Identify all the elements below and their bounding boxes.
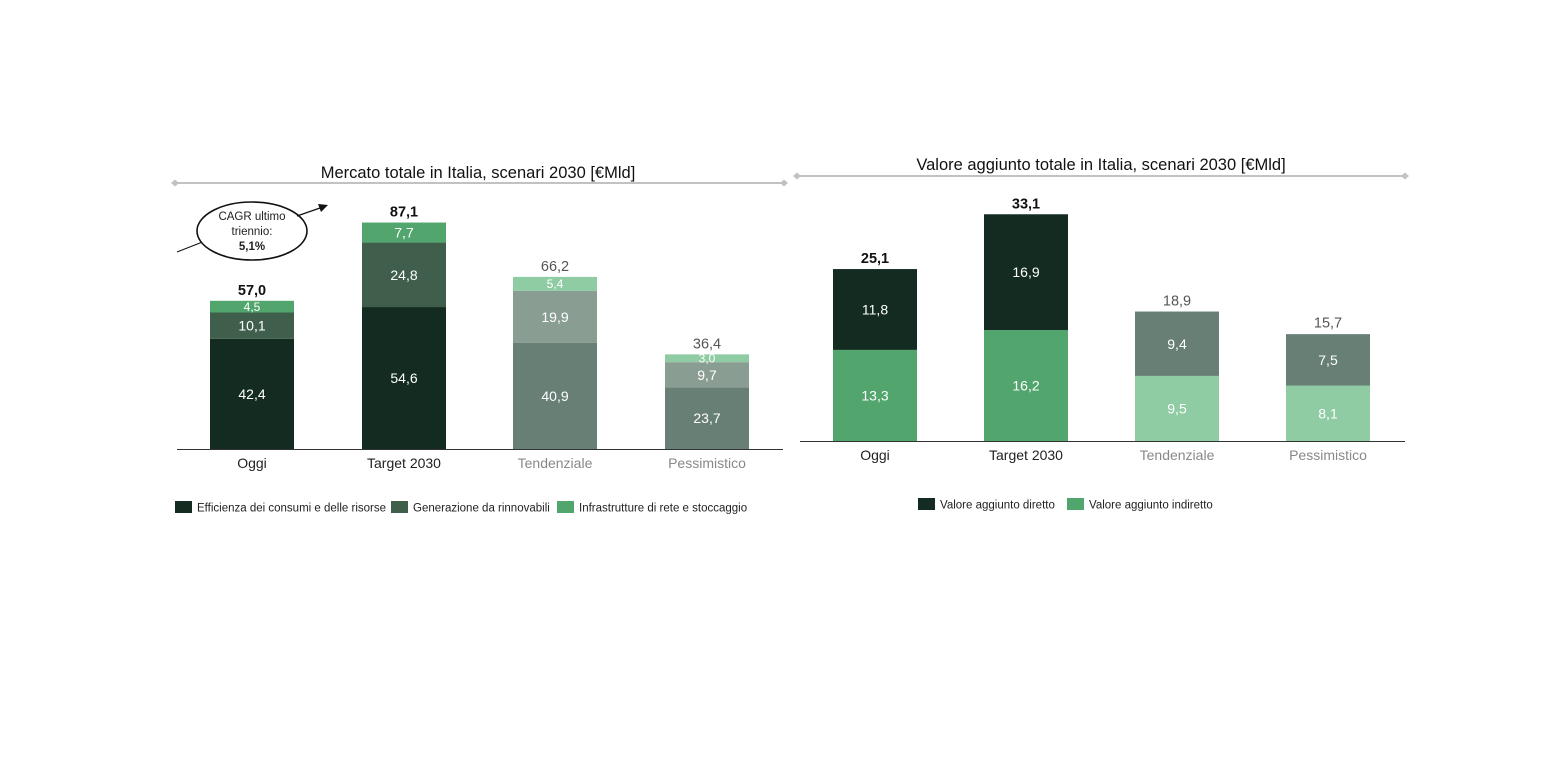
- market-bar-pessimistico-efficienza-dei-consumi-e-delle-risorse: [665, 387, 749, 449]
- legend-item-infrastrutture: Infrastrutture di rete e stoccaggio: [557, 501, 747, 515]
- value-added-segment-label-tendenziale-valore-aggiunto-diretto: 9,4: [1167, 336, 1187, 352]
- legend-item-generazione: Generazione da rinnovabili: [391, 501, 550, 515]
- value-added-bar-tendenziale-valore-aggiunto-indiretto: [1135, 375, 1219, 441]
- market-segment-label-oggi-generazione-da-rinnovabili: 10,1: [238, 318, 265, 334]
- market-bar-tendenziale-infrastrutture-di-rete-e-stoccaggio: [513, 276, 597, 291]
- legend-item-indiretto: Valore aggiunto indiretto: [1067, 498, 1213, 512]
- market-segment-label-oggi-infrastrutture-di-rete-e-stoccaggio: 4,5: [244, 300, 261, 314]
- value-added-bars: 13,3 11,8 25,1 16,2 16,9 33,1 9,5 9,4 18,9 8,1 7,5…: [833, 196, 1370, 441]
- cagr-text-line2: triennio:: [232, 226, 273, 238]
- market-category-label-target-2030: Target 2030: [367, 455, 441, 471]
- value-added-bar-oggi-valore-aggiunto-diretto: [833, 269, 917, 350]
- market-bar-target-2030-generazione-da-rinnovabili: [362, 242, 446, 308]
- value-added-total-label-tendenziale: 18,9: [1163, 294, 1191, 310]
- value-added-category-label-tendenziale: Tendenziale: [1140, 447, 1215, 463]
- value-added-legend: Valore aggiunto diretto Valore aggiunto …: [918, 498, 1213, 512]
- value-added-total-label-pessimistico: 15,7: [1314, 315, 1342, 331]
- value-added-segment-label-target-2030-valore-aggiunto-diretto: 16,9: [1012, 264, 1039, 280]
- value-added-segment-label-pessimistico-valore-aggiunto-diretto: 7,5: [1318, 352, 1338, 368]
- market-chart-title: Mercato totale in Italia, scenari 2030 […: [321, 164, 636, 182]
- legend-item-efficienza: Efficienza dei consumi e delle risorse: [175, 501, 386, 515]
- value-added-category-label-target-2030: Target 2030: [989, 447, 1063, 463]
- market-bar-oggi-efficienza-dei-consumi-e-delle-risorse: [210, 338, 294, 449]
- cagr-text-line3: 5,1%: [239, 241, 265, 253]
- value-added-segment-label-oggi-valore-aggiunto-indiretto: 13,3: [861, 387, 888, 403]
- market-segment-label-target-2030-generazione-da-rinnovabili: 24,8: [390, 267, 417, 283]
- legend-label-generazione: Generazione da rinnovabili: [413, 503, 550, 515]
- legend-item-diretto: Valore aggiunto diretto: [918, 498, 1055, 512]
- market-bar-pessimistico-infrastrutture-di-rete-e-stoccaggio: [665, 354, 749, 363]
- market-category-labels: Oggi Target 2030 Tendenziale Pessimistico: [237, 455, 746, 471]
- market-segment-label-pessimistico-infrastrutture-di-rete-e-stoccaggio: 3,0: [699, 352, 716, 366]
- cagr-text-line1: CAGR ultimo: [218, 211, 285, 223]
- legend-swatch-efficienza: [175, 501, 192, 513]
- market-category-label-oggi: Oggi: [237, 455, 267, 471]
- market-segment-label-target-2030-infrastrutture-di-rete-e-stoccaggio: 7,7: [394, 225, 414, 241]
- market-segment-label-target-2030-efficienza-dei-consumi-e-delle-risorse: 54,6: [390, 370, 417, 386]
- legend-swatch-indiretto: [1067, 498, 1084, 510]
- value-added-category-label-oggi: Oggi: [860, 447, 890, 463]
- market-segment-label-pessimistico-efficienza-dei-consumi-e-delle-risorse: 23,7: [693, 410, 720, 426]
- market-segment-label-tendenziale-infrastrutture-di-rete-e-stoccaggio: 5,4: [547, 277, 564, 291]
- market-bar-target-2030-infrastrutture-di-rete-e-stoccaggio: [362, 222, 446, 243]
- value-added-bar-pessimistico-valore-aggiunto-diretto: [1286, 334, 1370, 386]
- market-total-label-tendenziale: 66,2: [541, 259, 569, 275]
- market-total-label-target-2030: 87,1: [390, 205, 418, 221]
- market-title-rule: [171, 179, 788, 187]
- market-segment-label-tendenziale-generazione-da-rinnovabili: 19,9: [541, 309, 568, 325]
- value-added-segment-label-pessimistico-valore-aggiunto-indiretto: 8,1: [1318, 405, 1338, 421]
- value-added-bar-target-2030-valore-aggiunto-indiretto: [984, 330, 1068, 441]
- value-added-bar-tendenziale-valore-aggiunto-diretto: [1135, 311, 1219, 376]
- value-added-segment-label-target-2030-valore-aggiunto-indiretto: 16,2: [1012, 378, 1039, 394]
- market-chart: Mercato totale in Italia, scenari 2030 […: [171, 164, 788, 515]
- value-added-bar-target-2030-valore-aggiunto-diretto: [984, 214, 1068, 331]
- legend-swatch-diretto: [918, 498, 935, 510]
- market-bar-oggi-infrastrutture-di-rete-e-stoccaggio: [210, 300, 294, 313]
- market-bar-oggi-generazione-da-rinnovabili: [210, 312, 294, 339]
- legend-swatch-infrastrutture: [557, 501, 574, 513]
- market-bar-pessimistico-generazione-da-rinnovabili: [665, 362, 749, 388]
- market-segment-label-oggi-efficienza-dei-consumi-e-delle-risorse: 42,4: [238, 386, 265, 402]
- market-category-label-tendenziale: Tendenziale: [518, 455, 593, 471]
- value-added-bar-pessimistico-valore-aggiunto-indiretto: [1286, 385, 1370, 441]
- market-bar-target-2030-efficienza-dei-consumi-e-delle-risorse: [362, 307, 446, 449]
- market-total-label-oggi: 57,0: [238, 283, 266, 299]
- value-added-chart-title: Valore aggiunto totale in Italia, scenar…: [916, 156, 1285, 174]
- value-added-title-rule: [793, 172, 1409, 180]
- value-added-chart: Valore aggiunto totale in Italia, scenar…: [793, 156, 1409, 512]
- legend-label-diretto: Valore aggiunto diretto: [940, 500, 1055, 512]
- market-bar-tendenziale-efficienza-dei-consumi-e-delle-risorse: [513, 342, 597, 449]
- value-added-category-label-pessimistico: Pessimistico: [1289, 447, 1367, 463]
- legend-label-efficienza: Efficienza dei consumi e delle risorse: [197, 503, 386, 515]
- value-added-segment-label-oggi-valore-aggiunto-diretto: 11,8: [862, 302, 888, 318]
- value-added-category-labels: Oggi Target 2030 Tendenziale Pessimistico: [860, 447, 1367, 463]
- market-legend: Efficienza dei consumi e delle risorse G…: [175, 501, 747, 515]
- legend-swatch-generazione: [391, 501, 408, 513]
- value-added-total-label-target-2030: 33,1: [1012, 196, 1040, 212]
- market-segment-label-tendenziale-efficienza-dei-consumi-e-delle-risorse: 40,9: [541, 388, 568, 404]
- market-bar-tendenziale-generazione-da-rinnovabili: [513, 290, 597, 343]
- legend-label-infrastrutture: Infrastrutture di rete e stoccaggio: [579, 503, 747, 515]
- value-added-bar-oggi-valore-aggiunto-indiretto: [833, 349, 917, 441]
- value-added-total-label-oggi: 25,1: [861, 251, 889, 267]
- market-total-label-pessimistico: 36,4: [693, 336, 721, 352]
- cagr-annotation: CAGR ultimo triennio: 5,1%: [176, 201, 328, 261]
- value-added-segment-label-tendenziale-valore-aggiunto-indiretto: 9,5: [1167, 401, 1187, 417]
- legend-label-indiretto: Valore aggiunto indiretto: [1089, 500, 1213, 512]
- market-bars: 42,4 10,1 4,557,0 54,6 24,8 7,7 87,1 40,9 19,9 5,…: [210, 205, 749, 449]
- market-category-label-pessimistico: Pessimistico: [668, 455, 746, 471]
- market-segment-label-pessimistico-generazione-da-rinnovabili: 9,7: [697, 367, 717, 383]
